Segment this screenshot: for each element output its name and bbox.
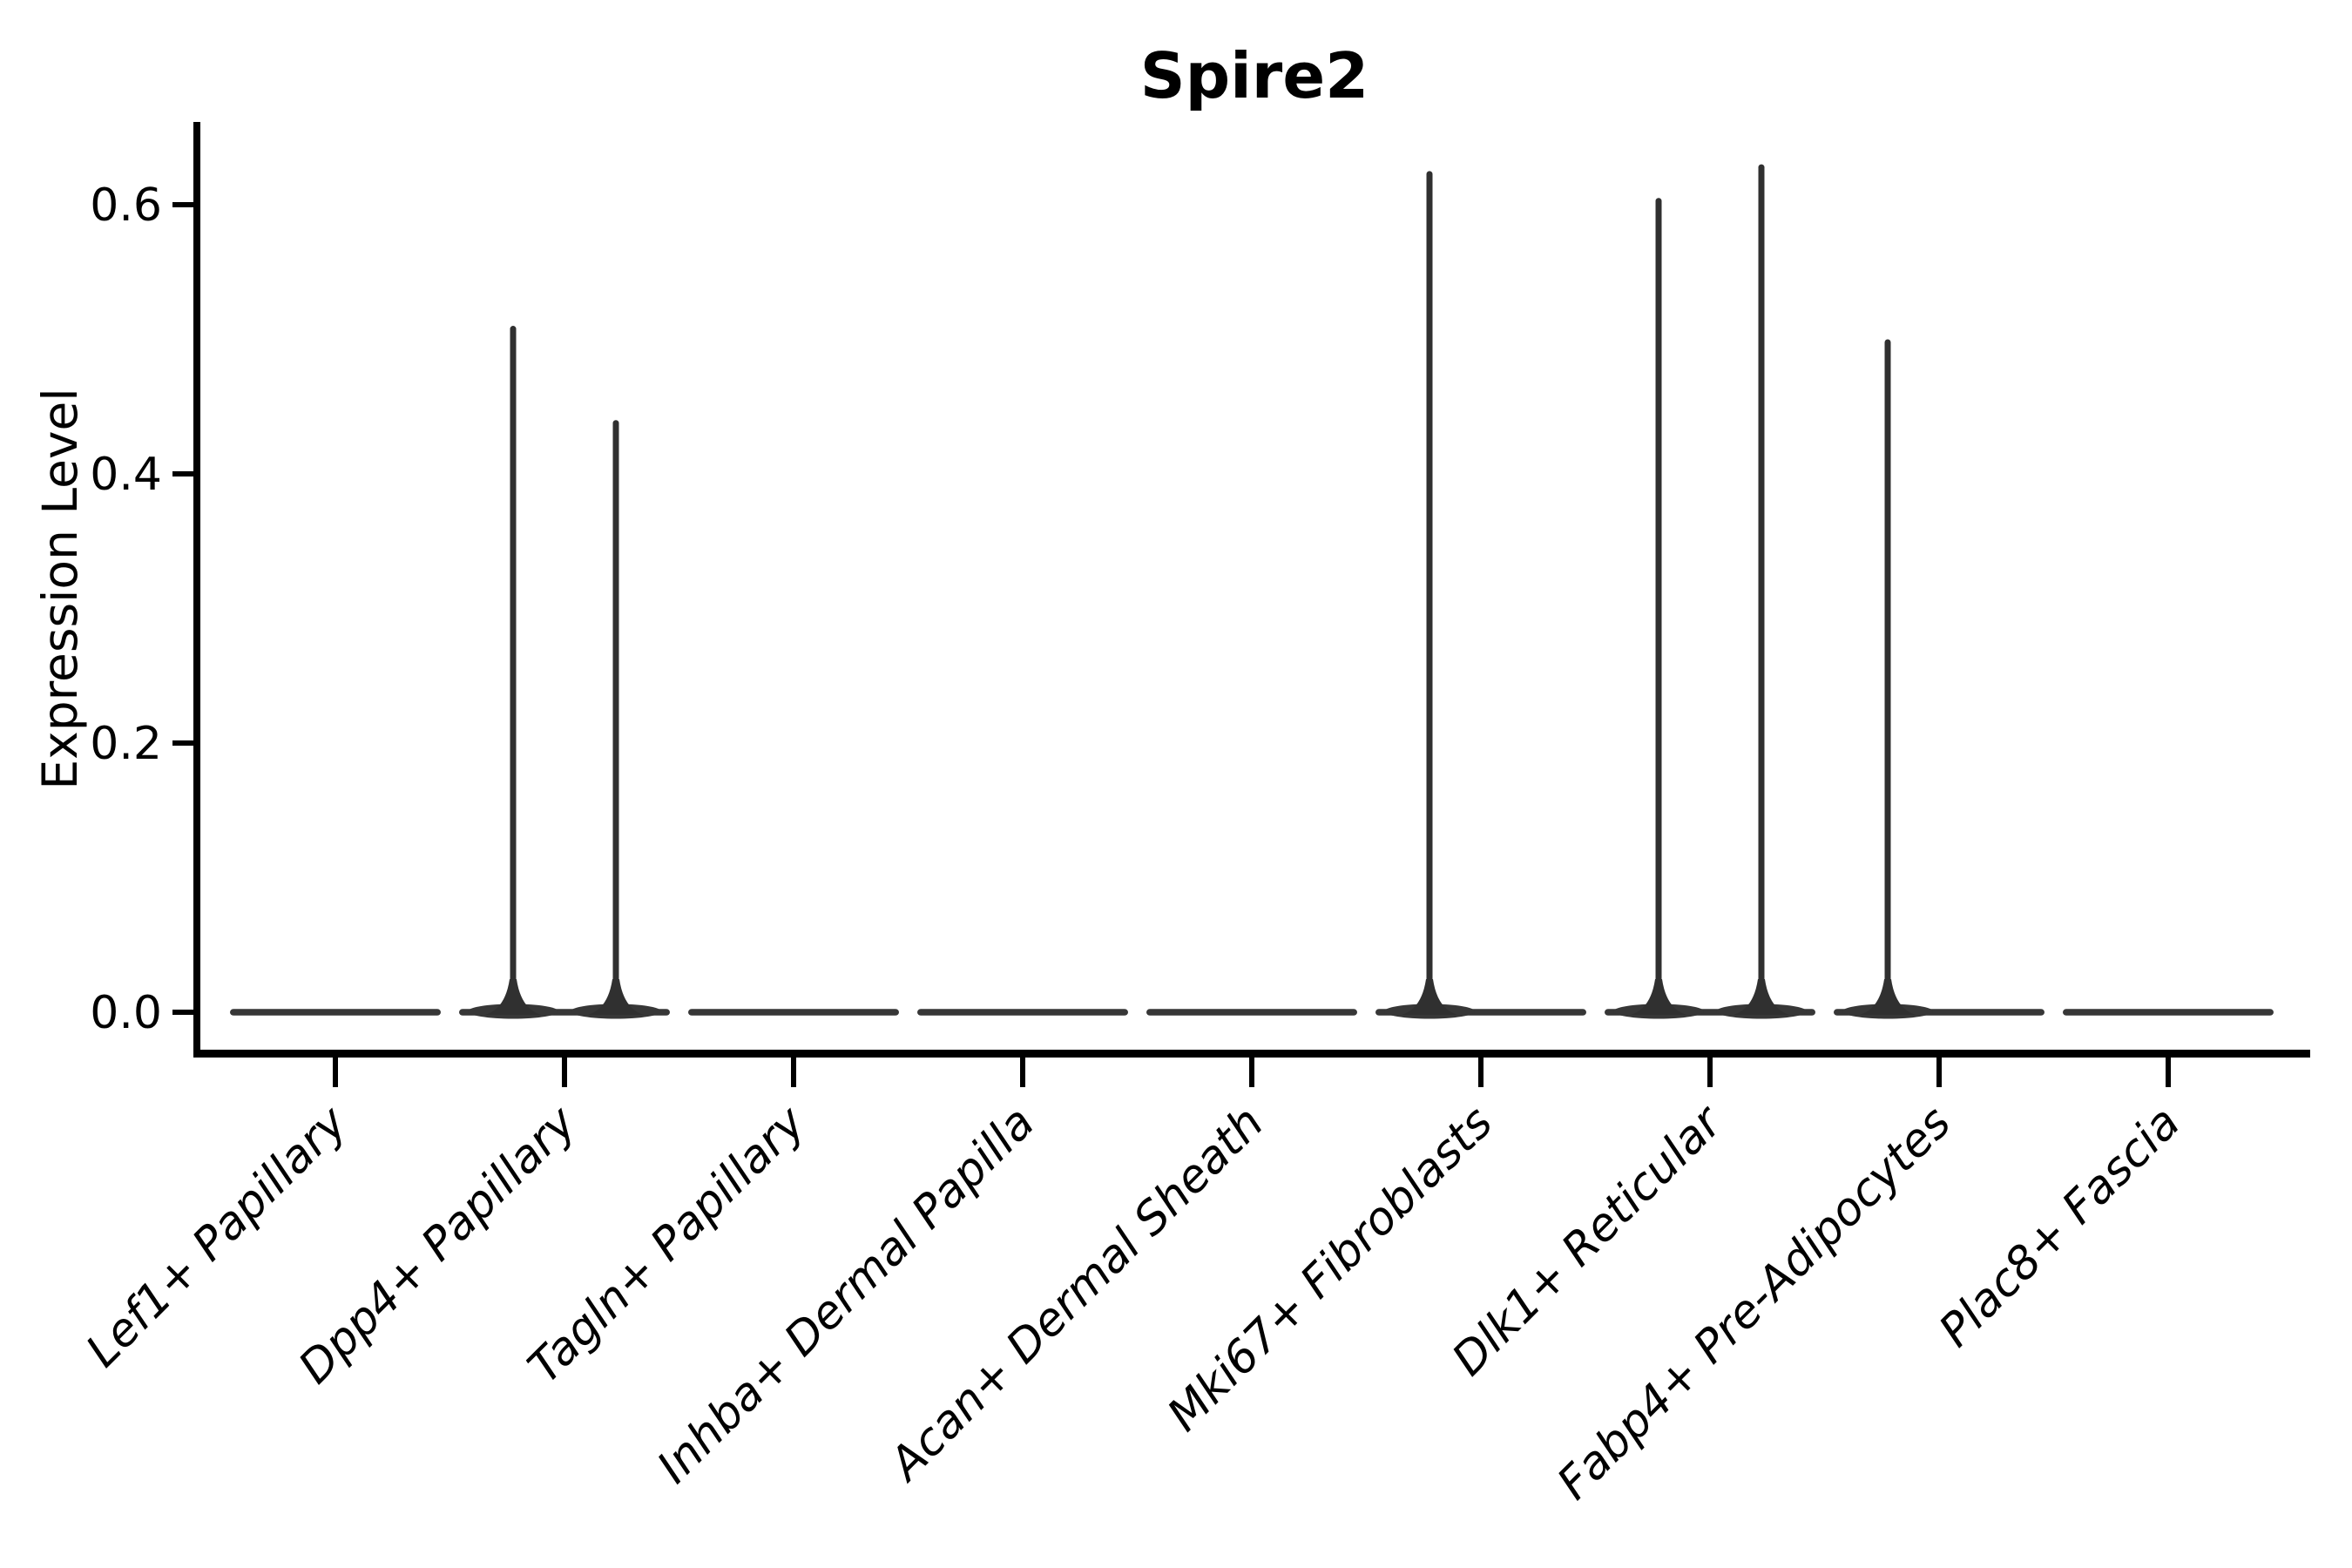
violin-body	[1146, 1009, 1357, 1016]
x-tick-mark	[791, 1058, 796, 1087]
y-tick-label: 0.2	[90, 718, 162, 770]
violins	[230, 164, 2274, 1019]
violin-spike	[1884, 339, 1891, 1012]
violin-body	[2063, 1009, 2274, 1016]
chart-title: Spire2	[1140, 39, 1369, 112]
violin-spike	[1426, 171, 1433, 1012]
violin	[688, 1009, 899, 1016]
violin-body	[230, 1009, 441, 1016]
y-tick-label: 0.6	[90, 179, 162, 232]
y-tick-mark	[172, 740, 193, 746]
violin-spike	[1655, 198, 1662, 1012]
x-tick-label: Acan+ Dermal Sheath	[878, 1097, 1274, 1492]
x-tick-mark	[1707, 1058, 1713, 1087]
y-axis-label: Expression Level	[32, 388, 88, 789]
y-tick-mark	[172, 202, 193, 207]
violin-body	[917, 1009, 1128, 1016]
x-tick-mark	[1478, 1058, 1484, 1087]
x-tick-label: Fabp4+ Pre-Adipocytes	[1548, 1097, 1962, 1511]
axes	[193, 122, 2310, 1058]
y-tick-label: 0.0	[90, 987, 162, 1039]
violin	[1834, 339, 2044, 1019]
y-axis-spine	[193, 122, 200, 1058]
violin	[2063, 1009, 2274, 1016]
violin	[917, 1009, 1128, 1016]
violin	[1146, 1009, 1357, 1016]
x-axis-spine	[193, 1050, 2310, 1058]
violin	[1375, 171, 1586, 1019]
y-tick-mark	[172, 1010, 193, 1015]
x-tick-label: Plac8+ Fascia	[1930, 1097, 2190, 1357]
y-axis-ticks: 0.0 0.2 0.4 0.6	[90, 179, 193, 1039]
violin-spike	[1758, 164, 1765, 1012]
x-tick-mark	[1249, 1058, 1254, 1087]
violin	[1605, 164, 1815, 1019]
x-tick-mark	[1936, 1058, 1942, 1087]
x-tick-mark	[562, 1058, 567, 1087]
violin-body	[688, 1009, 899, 1016]
violin-spike	[510, 326, 517, 1012]
x-tick-mark	[2166, 1058, 2171, 1087]
y-tick-mark	[172, 471, 193, 476]
x-tick-mark	[1020, 1058, 1025, 1087]
y-tick-label: 0.4	[90, 449, 162, 501]
x-tick-mark	[333, 1058, 338, 1087]
violin	[230, 1009, 441, 1016]
violin-spike	[612, 420, 619, 1012]
violin	[459, 326, 670, 1019]
x-tick-label: Inhba+ Dermal Papilla	[647, 1097, 1044, 1494]
